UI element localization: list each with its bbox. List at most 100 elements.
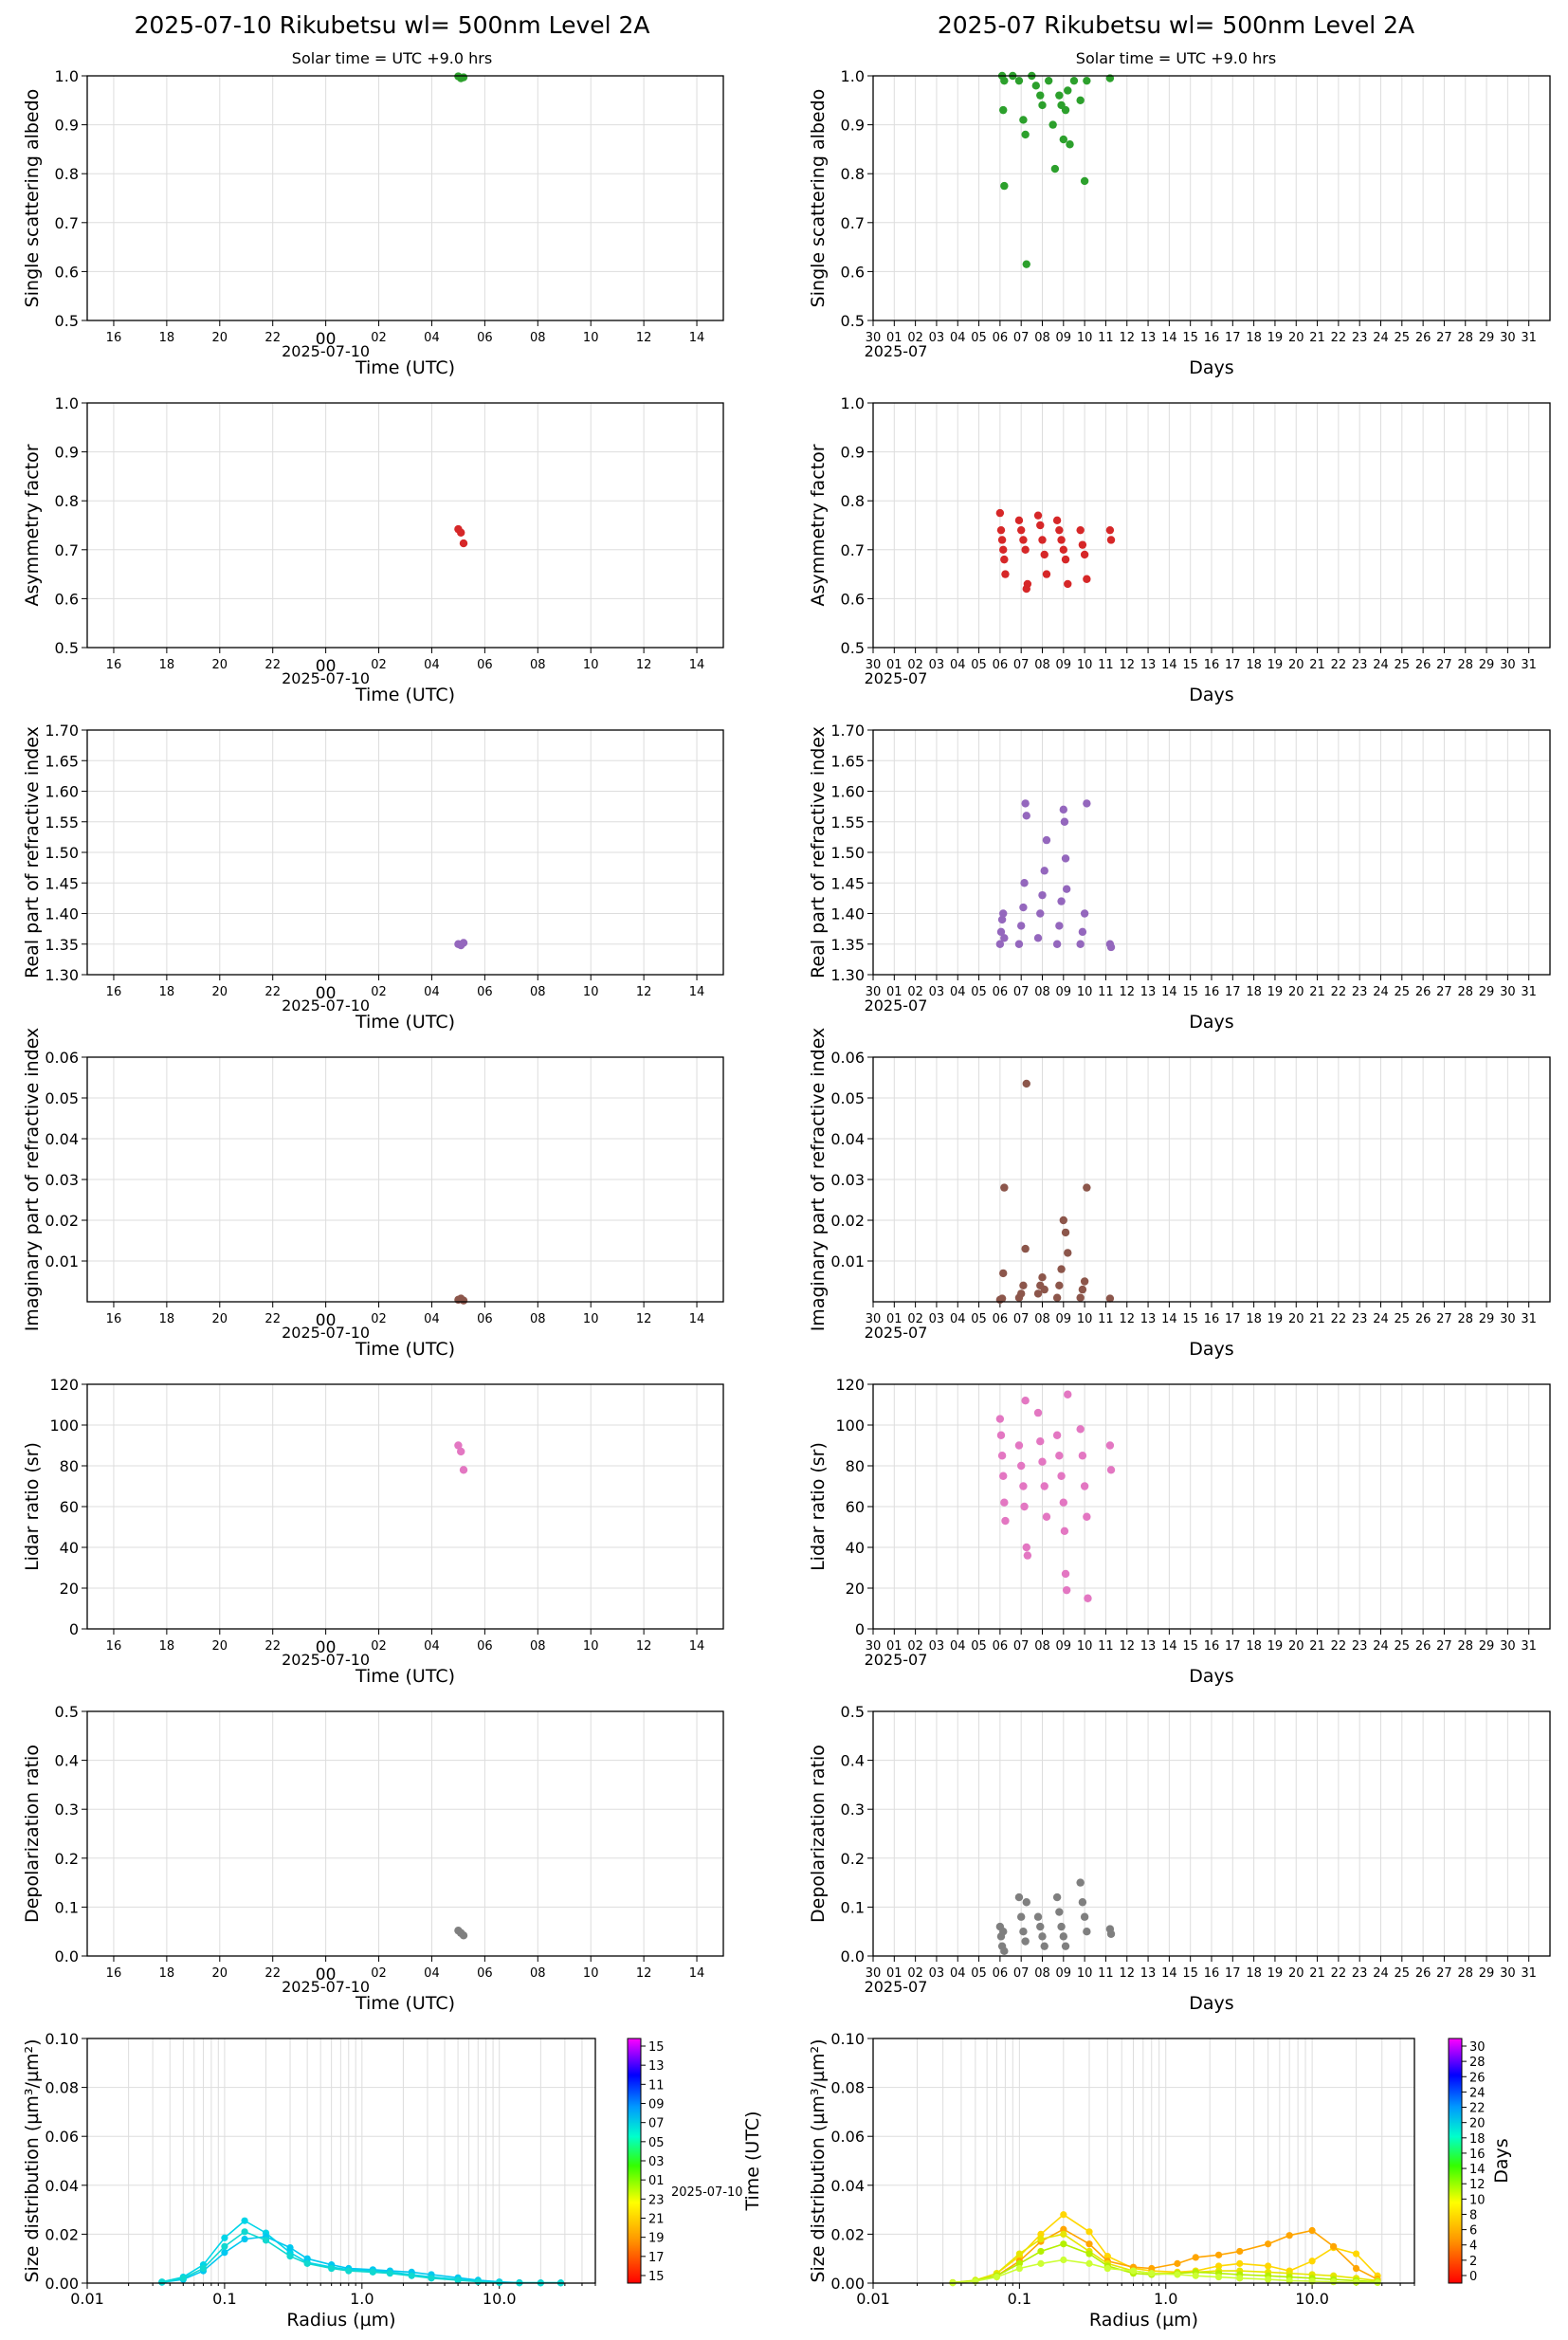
size-month-series-point — [1015, 2264, 1023, 2273]
right-panel-4-x-tick-label: 20 — [1288, 1312, 1304, 1326]
size-month-x-tick-label: 10.0 — [1295, 2290, 1329, 2308]
left-panel-6-x-tick-label: 16 — [106, 1966, 122, 1981]
right-panel-6-y-tick-label: 0.0 — [841, 1947, 865, 1965]
left-panel-3-date-label: 2025-07-10 — [282, 996, 370, 1015]
left-panel-3-x-tick-label: 08 — [530, 985, 546, 999]
left-panel-3-x-tick-label: 16 — [106, 985, 122, 999]
size-month-series-point — [1037, 2235, 1045, 2243]
right-panel-2-point — [1014, 516, 1024, 525]
right-panel-6-x-tick-label: 14 — [1161, 1966, 1177, 1981]
size-month-series-point — [1236, 2259, 1244, 2267]
right-panel-4-point — [1052, 1293, 1062, 1302]
right-panel-2-point — [1033, 511, 1043, 520]
right-panel-3-x-tick-label: 29 — [1479, 985, 1495, 999]
right-panel-2-point — [995, 508, 1005, 518]
right-panel-5-x-tick-label: 23 — [1352, 1639, 1368, 1654]
right-panel-3-x-tick-label: 19 — [1267, 985, 1284, 999]
right-panel-6-point — [999, 1928, 1008, 1936]
right-panel-2-x-tick-label: 20 — [1288, 658, 1304, 672]
size-day-colorbar-label: Time (UTC) — [742, 2111, 763, 2211]
left-panel-5-x-tick-label: 08 — [530, 1639, 546, 1654]
right-panel-4-x-tick-label: 21 — [1309, 1312, 1325, 1326]
right-panel-3-point — [1057, 897, 1066, 905]
size-day-series-point — [241, 2228, 248, 2236]
right-panel-4-x-tick-label: 28 — [1457, 1312, 1473, 1326]
right-panel-5-x-tick-label: 22 — [1331, 1639, 1347, 1654]
size-month-colorbar-tick-label: 2 — [1469, 2255, 1477, 2269]
right-panel-2-point — [996, 525, 1006, 535]
right-panel-1-point — [999, 105, 1008, 115]
right-panel-3-x-tick-label: 04 — [950, 985, 966, 999]
right-panel-2-x-tick-label: 03 — [929, 658, 945, 672]
right-panel-3-point — [1019, 903, 1028, 912]
size-day-y-tick-label: 0.00 — [45, 2275, 79, 2293]
right-panel-6-x-tick-label: 16 — [1204, 1966, 1220, 1981]
right-panel-1-point — [1038, 101, 1047, 110]
left-panel-1-x-tick-label: 18 — [159, 331, 175, 345]
size-day-colorbar-tick-label: 01 — [648, 2174, 665, 2188]
right-panel-6-x-tick-label: 03 — [929, 1966, 945, 1981]
right-panel-4-point — [1019, 1281, 1028, 1290]
size-month-series-point — [1037, 2230, 1045, 2238]
right-panel-2-x-axis-label: Days — [1189, 685, 1233, 705]
size-day-series-point — [454, 2276, 462, 2284]
size-day-series-point — [369, 2268, 376, 2276]
right-panel-1-x-tick-label: 30 — [1500, 331, 1516, 345]
size-month-series-point — [1060, 2240, 1067, 2248]
right-panel-3-point — [1033, 934, 1043, 942]
right-panel-4-x-tick-label: 24 — [1373, 1312, 1389, 1326]
right-panel-4-x-tick-label: 09 — [1056, 1312, 1072, 1326]
size-month-colorbar-tick-label: 26 — [1469, 2071, 1486, 2085]
size-day-series-line — [161, 2236, 561, 2284]
right-panel-5-point — [1020, 1502, 1029, 1511]
size-month-colorbar-tick-label: 12 — [1469, 2178, 1486, 2192]
left-panel-5-x-tick-label: 16 — [106, 1639, 122, 1654]
right-panel-5-frame — [872, 1383, 1551, 1630]
right-panel-5-x-tick-label: 05 — [971, 1639, 987, 1654]
left-panel-5-y-tick-label: 60 — [60, 1498, 79, 1516]
right-panel-1-y-tick-label: 0.8 — [841, 165, 865, 183]
right-panel-5-x-tick-label: 11 — [1098, 1639, 1114, 1654]
left-panel-6-x-tick-label: 18 — [159, 1966, 175, 1981]
left-panel-2-y-axis-label: Asymmetry factor — [22, 444, 43, 606]
size-month-series-point — [1214, 2262, 1223, 2270]
right-panel-6-y-axis-label: Depolarization ratio — [808, 1745, 829, 1923]
size-month-series-point — [1265, 2262, 1272, 2270]
left-panel-1-y-tick-label: 1.0 — [55, 67, 79, 85]
right-panel-3-x-tick-label: 18 — [1246, 985, 1262, 999]
right-panel-4-point — [1105, 1294, 1115, 1303]
right-panel-3-y-tick-label: 1.55 — [830, 814, 865, 832]
left-panel-1-x-tick-label: 02 — [371, 331, 387, 345]
size-month-series-point — [1015, 2259, 1023, 2267]
left-panel-5-y-tick-label: 80 — [60, 1457, 79, 1475]
right-panel-4-y-tick-label: 0.06 — [830, 1049, 865, 1067]
size-month-series-point — [1330, 2242, 1338, 2250]
right-panel-2-x-tick-label: 07 — [1013, 658, 1030, 672]
left-panel-1-x-tick-label: 16 — [106, 331, 122, 345]
size-day-series-point — [428, 2275, 435, 2282]
size-month-series-point — [1236, 2275, 1244, 2282]
right-panel-5-point — [1105, 1441, 1115, 1450]
right-panel-4-point — [1038, 1273, 1047, 1282]
right-panel-4-date-label: 2025-07 — [865, 1324, 928, 1342]
right-panel-3-point — [1078, 927, 1087, 937]
right-panel-2-x-tick-label: 12 — [1119, 658, 1135, 672]
right-panel-1-x-tick-label: 17 — [1225, 331, 1241, 345]
right-panel-2-point — [1076, 525, 1085, 535]
right-panel-3-point — [1020, 879, 1029, 887]
right-panel-4-x-tick-label: 11 — [1098, 1312, 1114, 1326]
left-panel-4-x-tick-label: 10 — [583, 1312, 599, 1326]
size-month-y-axis-label: Size distribution (µm³/µm²) — [808, 2038, 829, 2282]
right-panel-6-x-tick-label: 28 — [1457, 1966, 1473, 1981]
left-panel-4-y-tick-label: 0.02 — [45, 1212, 79, 1230]
size-month-series-point — [1174, 2259, 1181, 2267]
right-panel-2-x-tick-label: 30 — [1500, 658, 1516, 672]
right-panel-6-point — [1000, 1947, 1009, 1956]
right-panel-3-point — [1106, 942, 1116, 952]
right-panel-5-point — [1014, 1441, 1024, 1450]
size-day-y-tick-label: 0.10 — [45, 2030, 79, 2048]
size-month-series-point — [1103, 2264, 1111, 2273]
right-panel-6-x-tick-label: 31 — [1521, 1966, 1537, 1981]
left-panel-2-x-tick-label: 14 — [689, 658, 705, 672]
right-panel-1-x-tick-label: 03 — [929, 331, 945, 345]
